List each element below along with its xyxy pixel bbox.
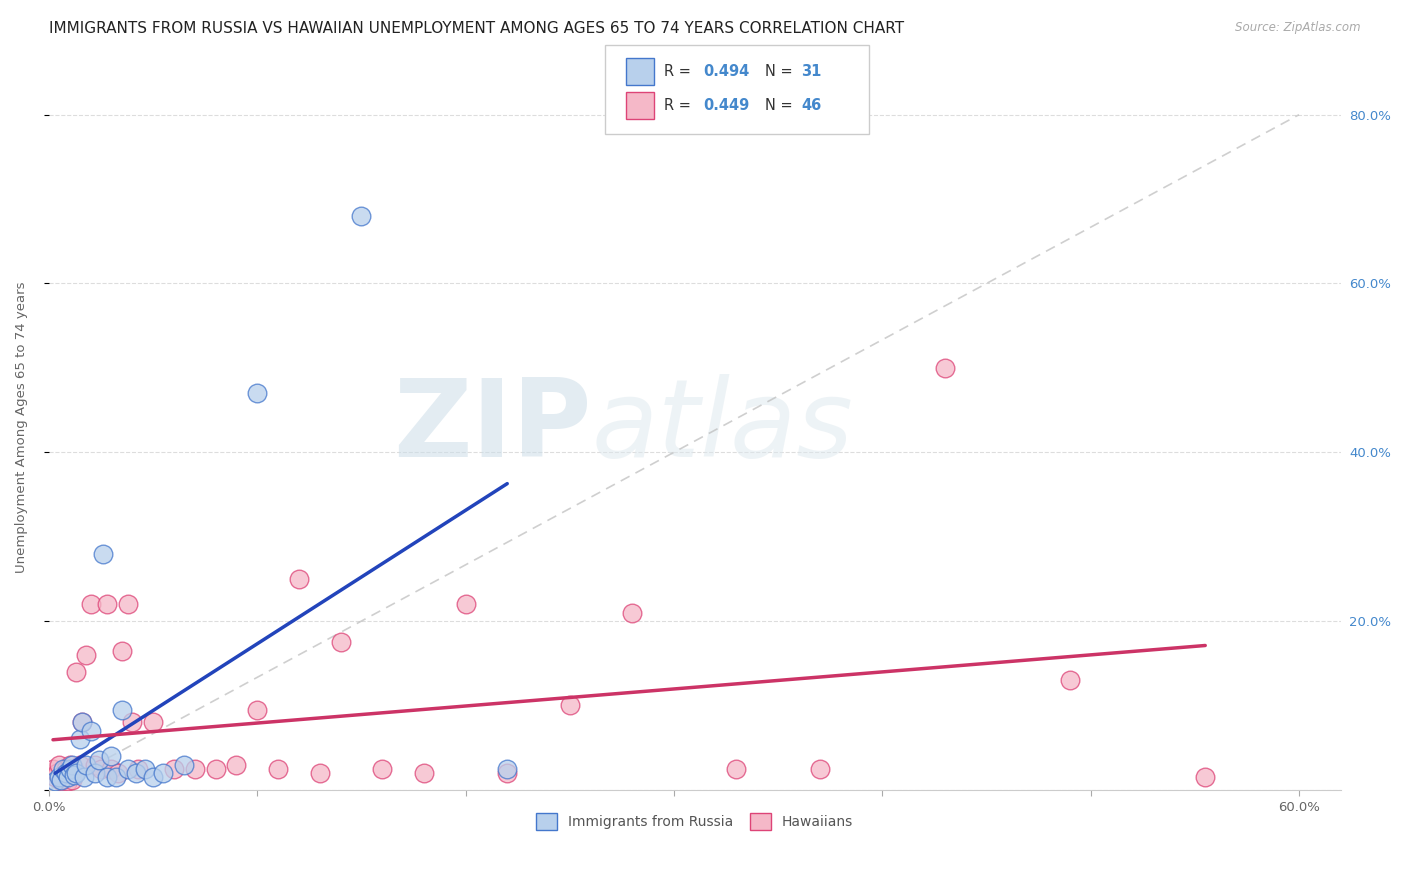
Text: IMMIGRANTS FROM RUSSIA VS HAWAIIAN UNEMPLOYMENT AMONG AGES 65 TO 74 YEARS CORREL: IMMIGRANTS FROM RUSSIA VS HAWAIIAN UNEMP… [49,21,904,36]
Point [173,757,195,772]
Point [48,770,70,784]
Point [246,386,269,401]
Point [308,766,330,780]
Text: R =: R = [664,64,695,78]
Point [87,753,110,767]
Point [79,723,101,738]
Point [134,762,156,776]
Text: R =: R = [664,98,695,112]
Point [246,703,269,717]
Point [59,762,82,776]
Y-axis label: Unemployment Among Ages 65 to 74 years: Unemployment Among Ages 65 to 74 years [15,281,28,573]
Point [90,762,112,776]
Legend: Immigrants from Russia, Hawaiians: Immigrants from Russia, Hawaiians [530,807,859,835]
Point [63,762,86,776]
Point [56,770,79,784]
Point [371,762,394,776]
Point [111,703,134,717]
Point [83,766,105,780]
Point [60,772,83,787]
Point [808,762,831,776]
Point [329,635,352,649]
Point [125,766,148,780]
Point [48,757,70,772]
Text: 0.494: 0.494 [703,64,749,78]
Point [52,762,75,776]
Point [75,648,97,662]
Point [73,770,96,784]
Text: 46: 46 [801,98,821,112]
Point [44,770,66,784]
Point [51,774,73,789]
Point [59,757,82,772]
Point [1059,673,1081,688]
Point [75,757,97,772]
Point [142,715,165,730]
Point [52,770,75,784]
Point [42,762,65,776]
Point [70,715,93,730]
Point [63,767,86,781]
Point [204,762,226,776]
Point [225,757,247,772]
Point [288,572,311,586]
Point [163,762,186,776]
Point [725,762,748,776]
Point [1194,770,1216,784]
Text: N =: N = [765,98,797,112]
Text: 0.449: 0.449 [703,98,749,112]
Text: atlas: atlas [592,375,853,480]
Point [104,770,127,784]
Point [69,732,91,747]
Point [350,209,373,223]
Point [454,597,477,611]
Text: ZIP: ZIP [392,374,592,480]
Point [152,766,174,780]
Point [44,774,66,789]
Point [142,770,165,784]
Point [496,766,519,780]
Point [55,766,77,780]
Point [621,606,644,620]
Point [267,762,290,776]
Text: 31: 31 [801,64,821,78]
Point [96,770,118,784]
Text: Source: ZipAtlas.com: Source: ZipAtlas.com [1236,21,1361,34]
Point [100,762,122,776]
Point [91,547,114,561]
Point [69,757,91,772]
Text: N =: N = [765,64,797,78]
Point [121,715,143,730]
Point [56,774,79,789]
Point [107,766,129,780]
Point [934,360,956,375]
Point [55,762,77,776]
Point [117,762,139,776]
Point [96,597,118,611]
Point [79,597,101,611]
Point [183,762,205,776]
Point [412,766,434,780]
Point [111,643,134,657]
Point [65,665,87,679]
Point [117,597,139,611]
Point [46,766,69,780]
Point [100,749,122,764]
Point [496,762,519,776]
Point [558,698,581,713]
Point [51,772,73,787]
Point [65,766,87,780]
Point [83,757,105,772]
Point [127,762,149,776]
Point [70,715,93,730]
Point [60,757,83,772]
